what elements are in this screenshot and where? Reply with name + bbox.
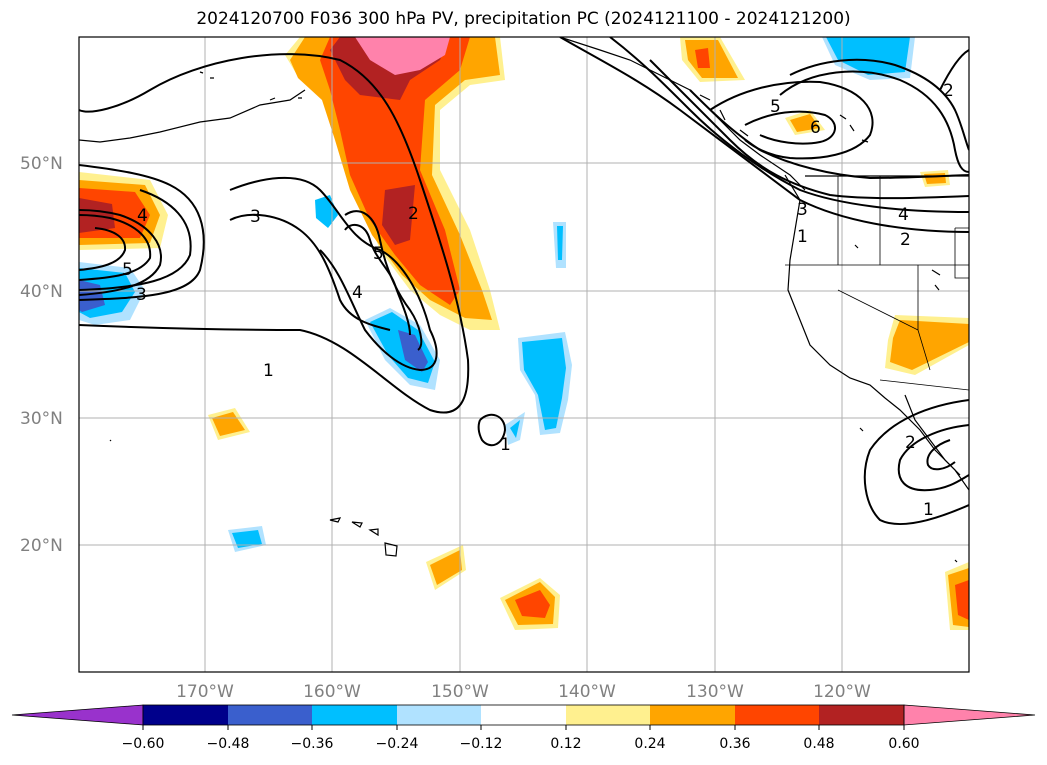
contour-east-4 [689, 89, 969, 180]
colorbar-segment [819, 705, 904, 725]
lon-label-120w: 120°W [813, 682, 871, 702]
lat-labels: 20°N 30°N 40°N 50°N [20, 154, 63, 556]
contour-label-3: 3 [797, 200, 808, 220]
colorbar-tick-label: 0.12 [550, 736, 581, 752]
colorbar-tick-label: 0.24 [634, 736, 665, 752]
hawaii-islands [329, 517, 398, 557]
contour-1-mid [477, 413, 507, 447]
colorbar-segment [650, 705, 735, 725]
contour-label-5: 5 [770, 97, 781, 117]
contour-label-1: 1 [923, 500, 934, 520]
contour-1-west [79, 53, 470, 414]
contour-se-2 [897, 424, 969, 492]
contour-se-3 [926, 439, 956, 471]
us-west-coast [784, 174, 969, 491]
colorbar-tick-label: −0.24 [376, 736, 419, 752]
contour-nw-2 [939, 49, 969, 91]
contour-east-6 [744, 110, 836, 145]
lon-label-160w: 160°W [303, 682, 361, 702]
lat-label-50n: 50°N [20, 154, 63, 174]
colorbar-extend-high [903, 704, 1036, 726]
contour-label-3: 3 [250, 207, 261, 227]
colorbar-tick-label: 0.36 [719, 736, 750, 752]
contour-label-5: 5 [373, 244, 384, 264]
colorbar-frame [142, 704, 905, 726]
contour-label-2: 2 [900, 230, 911, 250]
colorbar-tick-label: −0.48 [207, 736, 250, 752]
colorbar-tick-label: −0.12 [460, 736, 503, 752]
colorbar-segment [566, 705, 650, 725]
lon-label-150w: 150°W [431, 682, 489, 702]
contour-label-2: 2 [408, 204, 419, 224]
colorbar-segment [735, 705, 819, 725]
colorbar-tick-label: 0.48 [803, 736, 834, 752]
contour-label-1: 1 [263, 361, 274, 381]
contour-label-3: 3 [136, 285, 147, 305]
contour-5 [79, 223, 411, 336]
contour-east-5 [709, 80, 874, 160]
colorbar-segment [481, 705, 566, 725]
gridlines [79, 37, 969, 672]
contour-label-2: 2 [943, 81, 954, 101]
contour-east-2 [609, 37, 969, 213]
lon-label-140w: 140°W [558, 682, 616, 702]
lat-label-30n: 30°N [20, 409, 63, 429]
colorbar-tick-label: −0.36 [291, 736, 334, 752]
contour-label-6: 6 [810, 118, 821, 138]
contour-label-5: 5 [122, 260, 133, 280]
colorbar-segment [397, 705, 481, 725]
contour-label-4: 4 [137, 206, 148, 226]
colorbar-segment [143, 705, 228, 725]
contour-se-1 [863, 399, 969, 526]
colorbar-tick-label: 0.60 [888, 736, 919, 752]
colorbar-segment [228, 705, 312, 725]
colorbar-tick-label: −0.60 [122, 736, 165, 752]
lat-label-40n: 40°N [20, 282, 63, 302]
contour-label-1: 1 [500, 435, 511, 455]
contour-labels: 3 4 5 3 1 4 5 2 5 6 4 2 1 3 2 2 1 1 [122, 81, 954, 520]
colorbar: −0.60 −0.48 −0.36 −0.24 −0.12 0.12 0.24 … [11, 704, 1036, 752]
contour-label-4: 4 [352, 283, 363, 303]
contour-label-4: 4 [898, 205, 909, 225]
lon-label-170w: 170°W [176, 682, 234, 702]
chart-title: 2024120700 F036 300 hPa PV, precipitatio… [196, 9, 851, 29]
shading-layer [79, 37, 969, 630]
map-frame [78, 36, 970, 673]
pv-contours [79, 37, 969, 526]
contour-2-west [79, 176, 438, 372]
contour-label-2: 2 [905, 433, 916, 453]
state-borders [785, 176, 969, 391]
lat-label-20n: 20°N [20, 536, 63, 556]
contour-east-1 [559, 37, 969, 233]
colorbar-extend-low [11, 704, 144, 726]
colorbar-segment [312, 705, 397, 725]
contour-label-1: 1 [797, 227, 808, 247]
lon-label-130w: 130°W [686, 682, 744, 702]
lon-labels: 170°W 160°W 150°W 140°W 130°W 120°W [176, 682, 871, 702]
contour-3-west [79, 209, 391, 331]
contour-east-3 [649, 59, 969, 200]
